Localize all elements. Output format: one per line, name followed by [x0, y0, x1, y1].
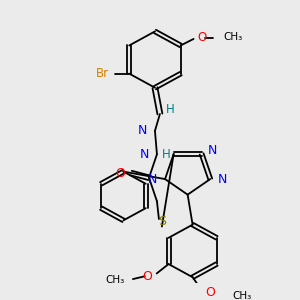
Text: N: N [148, 172, 157, 186]
Text: H: H [162, 148, 171, 161]
Text: N: N [140, 148, 149, 161]
Text: N: N [138, 124, 147, 137]
Text: O: O [206, 286, 215, 299]
Text: S: S [158, 215, 166, 228]
Text: CH₃: CH₃ [106, 275, 125, 285]
Text: O: O [142, 270, 152, 283]
Text: CH₃: CH₃ [232, 291, 251, 300]
Text: O: O [197, 32, 207, 44]
Text: O: O [116, 167, 125, 180]
Text: N: N [208, 144, 217, 157]
Text: H: H [165, 103, 174, 116]
Text: Br: Br [96, 67, 110, 80]
Text: CH₃: CH₃ [223, 32, 242, 42]
Text: N: N [218, 172, 228, 186]
